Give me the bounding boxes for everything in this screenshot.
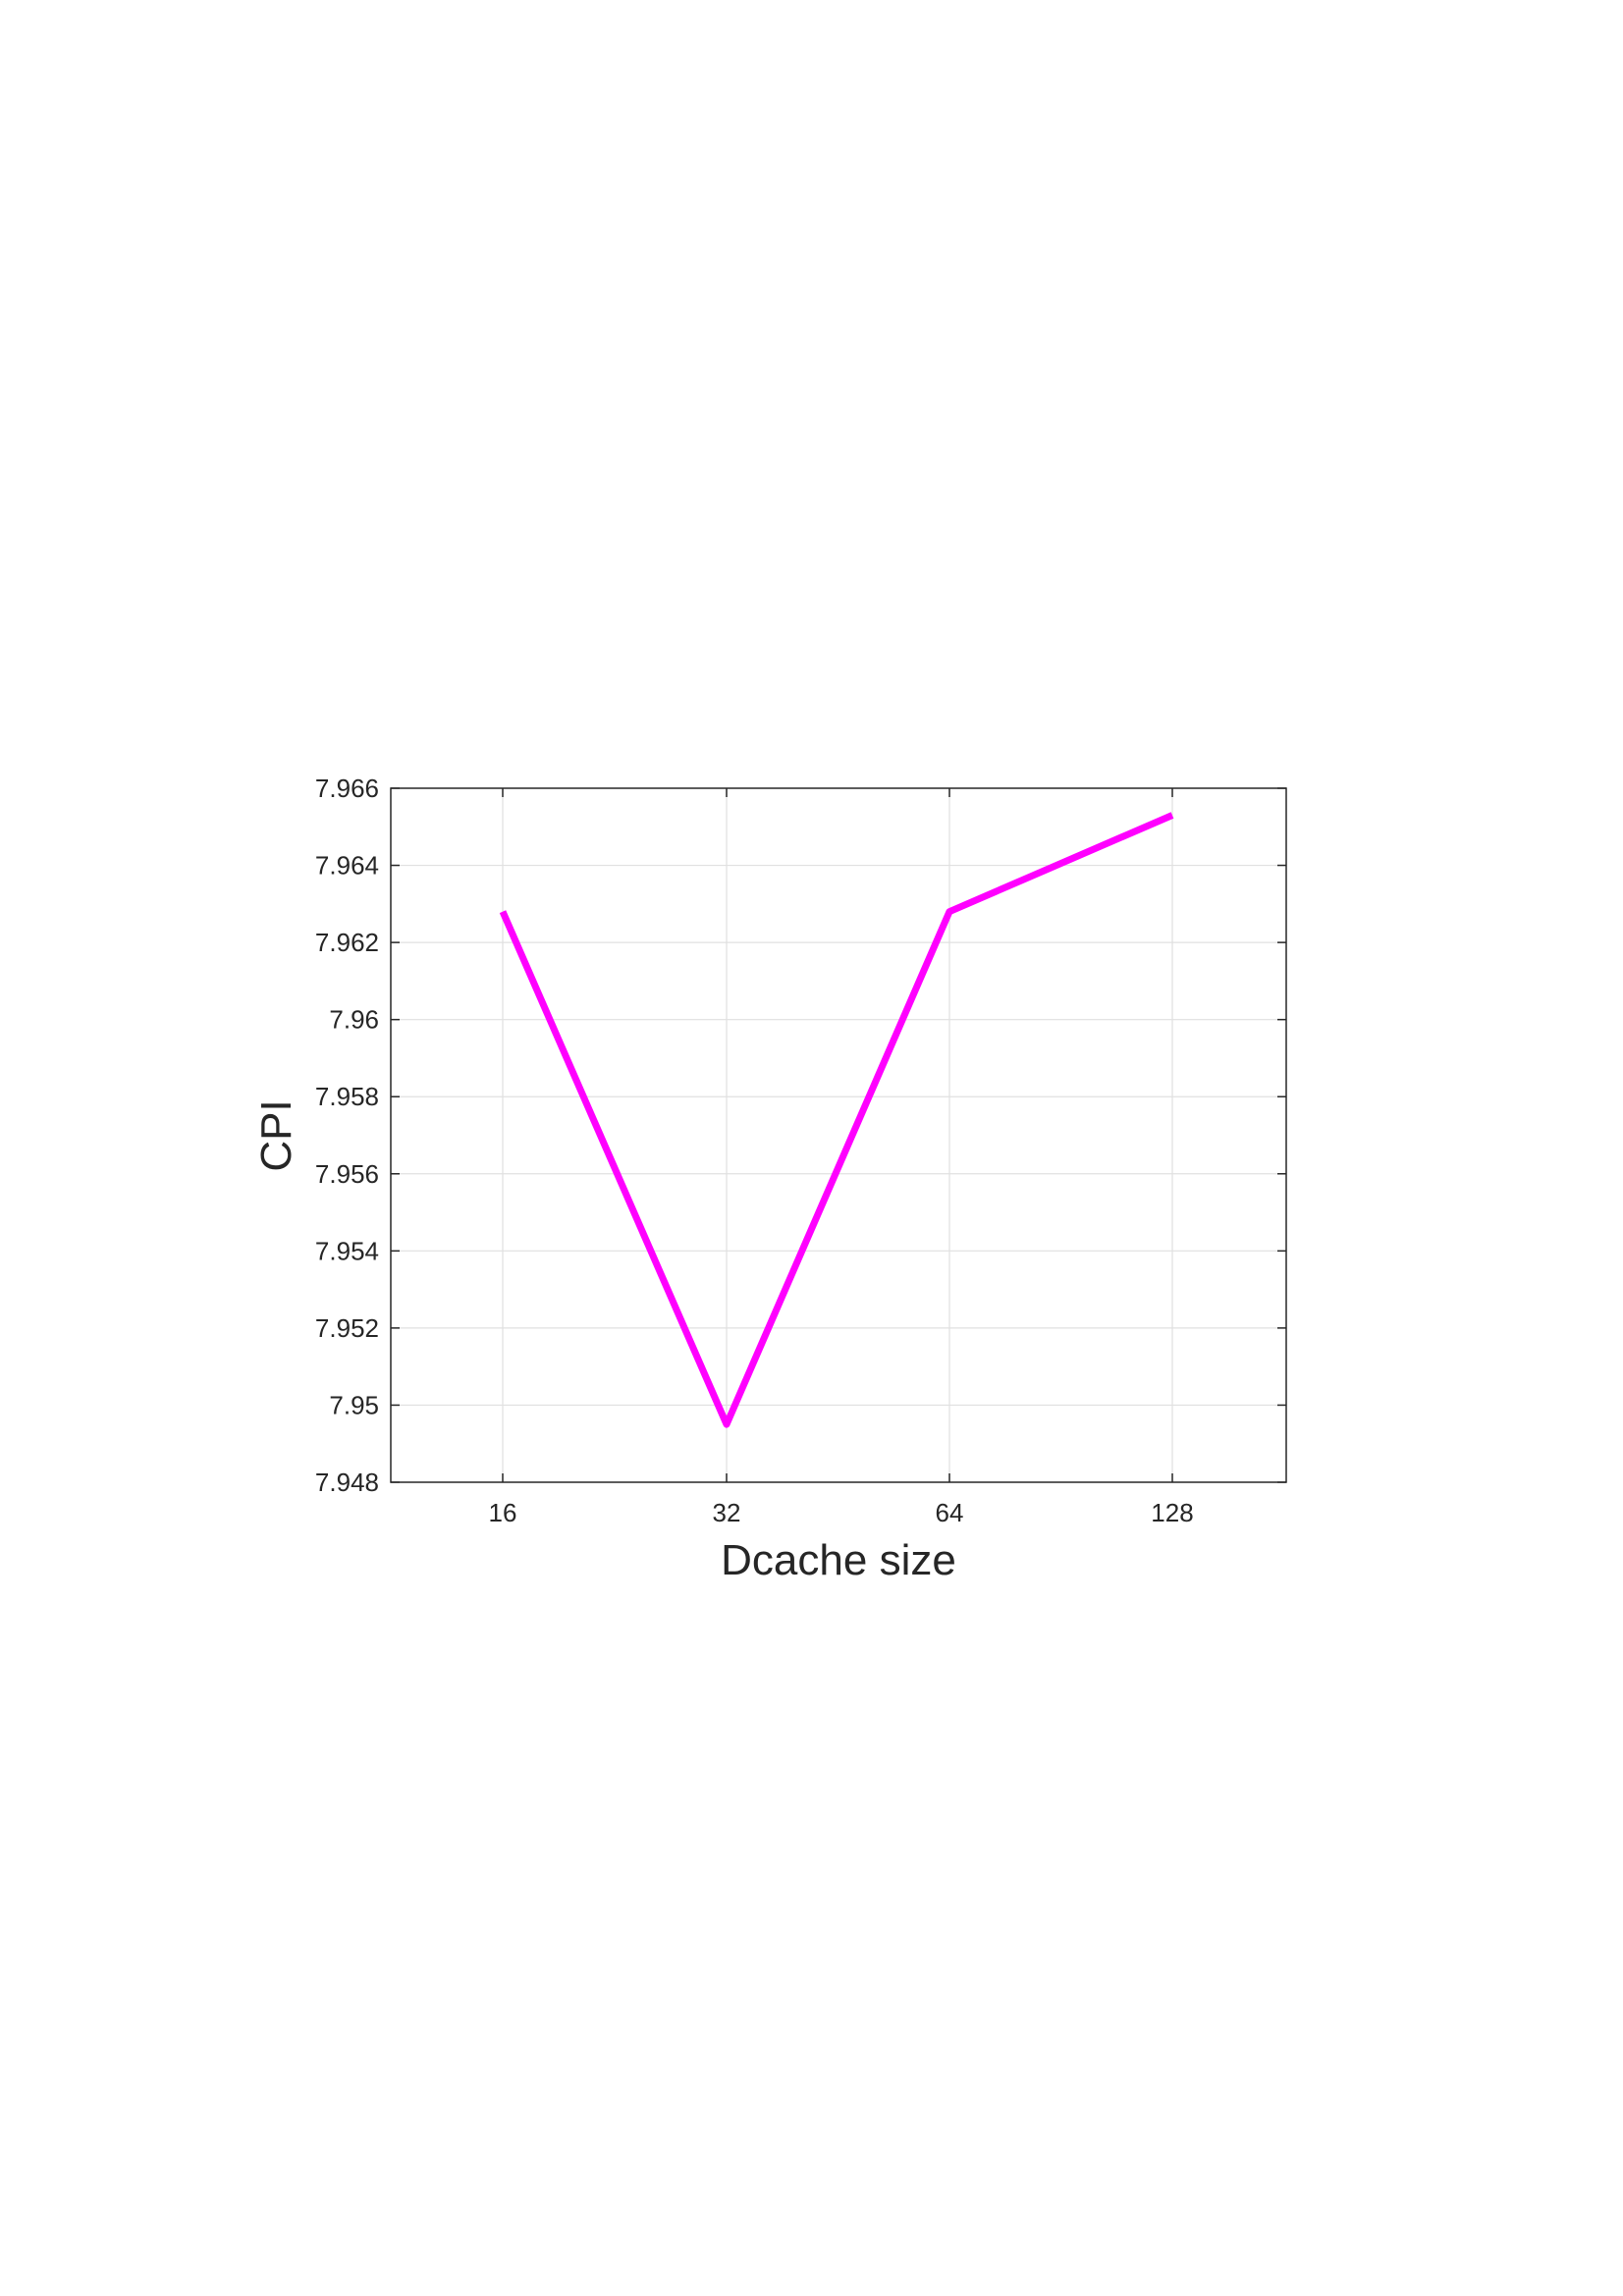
series bbox=[499, 812, 1174, 1428]
x-tick-label: 32 bbox=[713, 1498, 741, 1527]
y-tick-label: 7.956 bbox=[315, 1159, 379, 1189]
series-line bbox=[499, 812, 1174, 1428]
y-tick-label: 7.964 bbox=[315, 851, 379, 881]
x-axis-title: Dcache size bbox=[721, 1536, 956, 1584]
x-tick-label: 64 bbox=[936, 1498, 964, 1527]
y-tick-label: 7.966 bbox=[315, 774, 379, 803]
x-tick-label: 128 bbox=[1151, 1498, 1193, 1527]
y-tick-label: 7.954 bbox=[315, 1236, 379, 1265]
x-tick-labels: 16 32 64 128 bbox=[489, 1498, 1194, 1527]
y-axis-title: CPI bbox=[252, 1099, 300, 1171]
y-tick-label: 7.962 bbox=[315, 928, 379, 957]
grid-lines bbox=[391, 788, 1286, 1482]
plot-background bbox=[391, 788, 1286, 1482]
plot-frame bbox=[390, 787, 1287, 1483]
y-tick-label: 7.952 bbox=[315, 1313, 379, 1343]
y-tick-label: 7.95 bbox=[329, 1390, 379, 1419]
y-tick-label: 7.96 bbox=[329, 1005, 379, 1035]
y-tick-labels: 7.948 7.95 7.952 7.954 7.956 7.958 7.96 7.962 7.… bbox=[315, 774, 379, 1497]
y-tick-label: 7.958 bbox=[315, 1082, 379, 1111]
x-tick-label: 16 bbox=[489, 1498, 517, 1527]
y-tick-label: 7.948 bbox=[315, 1468, 379, 1497]
